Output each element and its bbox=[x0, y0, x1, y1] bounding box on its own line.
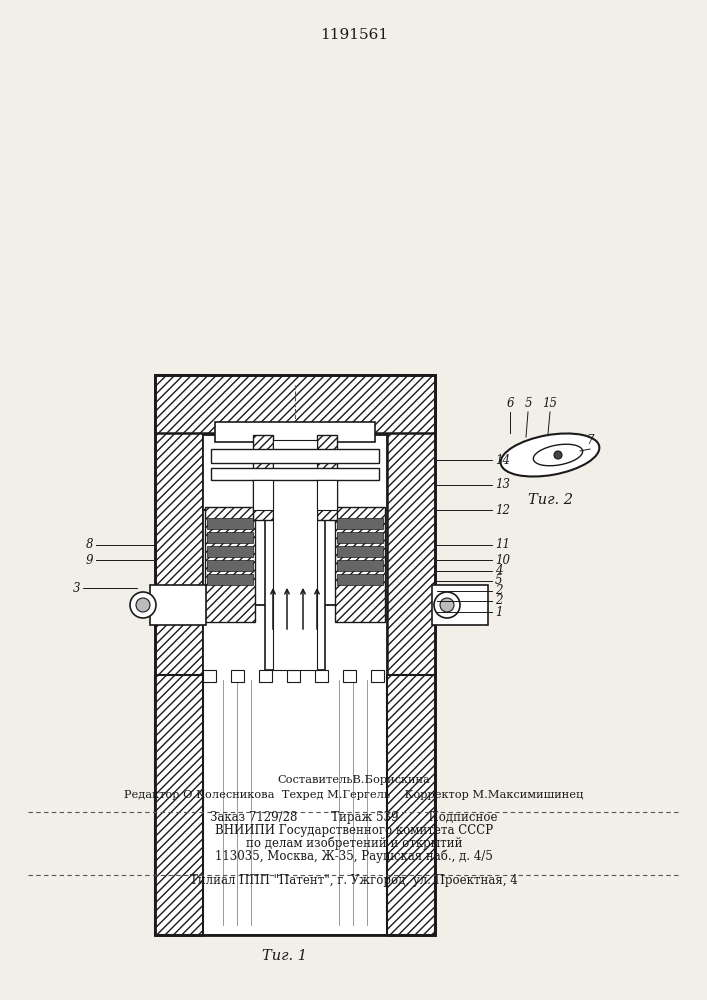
Bar bbox=[207, 574, 253, 585]
Bar bbox=[203, 510, 387, 670]
Text: 3: 3 bbox=[73, 582, 80, 594]
Bar bbox=[287, 670, 300, 682]
Bar bbox=[155, 675, 203, 935]
Text: 12: 12 bbox=[495, 504, 510, 516]
Text: 5: 5 bbox=[525, 397, 532, 410]
Bar bbox=[155, 375, 435, 433]
Text: 10: 10 bbox=[495, 554, 510, 566]
Bar bbox=[207, 532, 253, 543]
Bar bbox=[207, 518, 253, 529]
Bar bbox=[343, 670, 356, 682]
Text: 2: 2 bbox=[495, 594, 503, 607]
Bar bbox=[215, 422, 375, 442]
Text: 1191561: 1191561 bbox=[320, 28, 388, 42]
Bar bbox=[155, 375, 203, 935]
Circle shape bbox=[130, 592, 156, 618]
Bar bbox=[207, 560, 253, 571]
Bar bbox=[317, 480, 337, 510]
Text: 7: 7 bbox=[586, 434, 594, 447]
Bar bbox=[337, 560, 383, 571]
Bar bbox=[273, 440, 317, 670]
Text: Τиг. 2: Τиг. 2 bbox=[527, 493, 573, 507]
Bar bbox=[207, 546, 253, 557]
Bar bbox=[211, 449, 379, 463]
Bar bbox=[315, 670, 328, 682]
Bar bbox=[337, 574, 383, 585]
Bar bbox=[337, 532, 383, 543]
Bar bbox=[150, 585, 206, 625]
Bar bbox=[371, 670, 384, 682]
Bar bbox=[265, 440, 325, 670]
Text: Заказ 7129/28         Тираж 539        Подписное: Заказ 7129/28 Тираж 539 Подписное bbox=[210, 811, 498, 824]
Bar bbox=[337, 546, 383, 557]
Text: 2: 2 bbox=[495, 584, 503, 597]
Text: 1: 1 bbox=[495, 605, 503, 618]
Text: 11: 11 bbox=[495, 538, 510, 552]
Text: СоставительВ.Борискина: СоставительВ.Борискина bbox=[278, 775, 431, 785]
Text: 15: 15 bbox=[542, 397, 558, 410]
Bar bbox=[203, 605, 387, 935]
Circle shape bbox=[136, 598, 150, 612]
Text: 8: 8 bbox=[86, 538, 93, 552]
Bar bbox=[387, 675, 435, 935]
Bar bbox=[387, 375, 435, 935]
Ellipse shape bbox=[533, 444, 583, 466]
Bar bbox=[317, 435, 337, 520]
Text: 6: 6 bbox=[506, 397, 514, 410]
Text: 13: 13 bbox=[495, 479, 510, 491]
Circle shape bbox=[440, 598, 454, 612]
Text: 4: 4 bbox=[495, 564, 503, 578]
Ellipse shape bbox=[501, 433, 600, 477]
Text: Τилиал ППП "Патент", г. Ужгород, ул. Проектная, 4: Τилиал ППП "Патент", г. Ужгород, ул. Про… bbox=[190, 874, 518, 887]
Text: по делам изобретений и открытий: по делам изобретений и открытий bbox=[246, 836, 462, 850]
Bar bbox=[203, 670, 216, 682]
Text: 9: 9 bbox=[86, 554, 93, 566]
Bar bbox=[253, 435, 273, 520]
Circle shape bbox=[554, 451, 562, 459]
Circle shape bbox=[434, 592, 460, 618]
Bar bbox=[337, 518, 383, 529]
Bar bbox=[335, 507, 385, 622]
Text: 5: 5 bbox=[495, 574, 503, 587]
Bar bbox=[231, 670, 244, 682]
Text: Τиг. 1: Τиг. 1 bbox=[262, 949, 308, 963]
Text: 113035, Москва, Ж-35, Раушская наб., д. 4/5: 113035, Москва, Ж-35, Раушская наб., д. … bbox=[215, 850, 493, 863]
Bar bbox=[253, 480, 273, 510]
Bar bbox=[211, 468, 379, 480]
Bar bbox=[259, 670, 272, 682]
Bar bbox=[203, 435, 387, 510]
Bar bbox=[432, 585, 488, 625]
Text: 14: 14 bbox=[495, 454, 510, 466]
Bar bbox=[205, 507, 255, 622]
Text: Редактор О.Колесникова  Техред М.Гергель    Корректор М.Максимишинец: Редактор О.Колесникова Техред М.Гергель … bbox=[124, 790, 584, 800]
Bar bbox=[155, 375, 435, 935]
Text: ВНИИПИ Государственного комитета СССР: ВНИИПИ Государственного комитета СССР bbox=[215, 824, 493, 837]
